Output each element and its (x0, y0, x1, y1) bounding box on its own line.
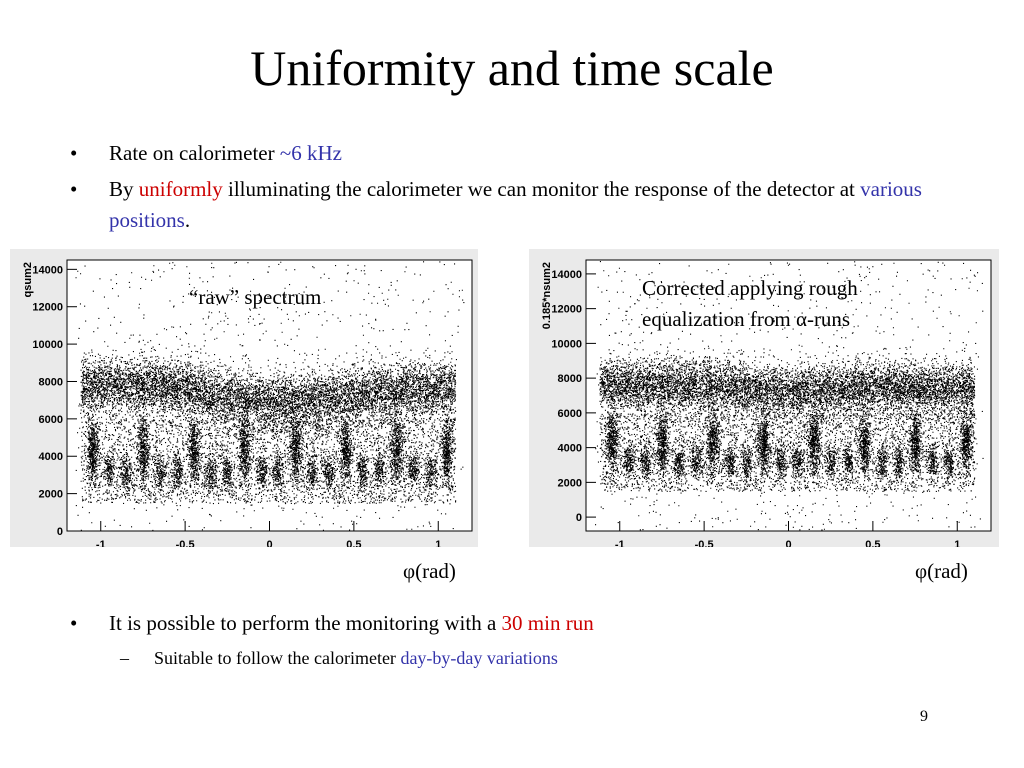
slide-title: Uniformity and time scale (250, 40, 774, 96)
y-tick-label: 12000 (551, 304, 582, 316)
slide-number: 9 (920, 708, 928, 725)
corrected-label-line1: Corrected applying rough (642, 276, 858, 300)
x-tick-label: 1 (954, 539, 960, 547)
scatter-path (75, 261, 465, 531)
x-tick-label: 0 (266, 539, 272, 547)
bullet-dot: • (70, 141, 78, 165)
x-tick-label: -0.5 (176, 539, 195, 547)
y-tick-label: 0 (57, 526, 63, 538)
y-tick-label: 14000 (32, 264, 63, 276)
bullet-text: Rate on calorimeter ~6 kHz (109, 141, 342, 165)
bullet-monitoring: • It is possible to perform the monitori… (70, 608, 970, 639)
x-tick-label: 0.5 (346, 539, 361, 547)
x-tick-label: 0.5 (865, 539, 880, 547)
y-tick-label: 4000 (558, 443, 582, 455)
x-tick-label: 0 (785, 539, 791, 547)
corrected-spectrum-plot: 0 2000 4000 6000 8000 10000 12000 14000 -1 -0.5 0 0… (529, 249, 999, 547)
sub-bullet-text: Suitable to follow the calorimeter day-b… (154, 648, 558, 668)
raw-spectrum-plot: 0 2000 4000 6000 8000 10000 12000 14000 -1 -0.5 0 0… (10, 249, 478, 547)
scatter-points (75, 261, 465, 531)
y-tick-label: 2000 (558, 477, 582, 489)
sub-bullet-day-by-day: – Suitable to follow the calorimeter day… (70, 645, 970, 671)
x-tick-label: 1 (435, 539, 441, 547)
x-tick-label: -0.5 (695, 539, 714, 547)
bottom-bullet-list: • It is possible to perform the monitori… (70, 608, 970, 671)
top-bullet-list: • Rate on calorimeter ~6 kHz • By unifor… (70, 138, 950, 241)
raw-spectrum-canvas: 0 2000 4000 6000 8000 10000 12000 14000 -1 -0.5 0 0… (22, 259, 473, 547)
bullet-uniformity: • By uniformly illuminating the calorime… (70, 174, 950, 236)
left-xaxis-label: φ(rad) (403, 559, 456, 583)
y-tick-label: 4000 (39, 451, 63, 463)
bullet-dot: • (70, 177, 78, 201)
corrected-spectrum-canvas: 0 2000 4000 6000 8000 10000 12000 14000 -1 -0.5 0 0… (541, 259, 992, 547)
y-tick-label: 10000 (32, 339, 63, 351)
y-tick-label: 2000 (39, 489, 63, 501)
right-xaxis-label: φ(rad) (915, 559, 968, 583)
x-tick-label: -1 (96, 539, 106, 547)
raw-spectrum-label: “raw” spectrum (189, 285, 322, 309)
y-tick-label: 6000 (39, 414, 63, 426)
y-tick-label: 0 (576, 512, 582, 524)
scatter-points (595, 261, 984, 531)
sub-bullet-dash: – (120, 648, 129, 668)
left-ylabel: qsum2 (22, 262, 34, 297)
bullet-rate: • Rate on calorimeter ~6 kHz (70, 138, 950, 169)
right-ylabel: 0.185*nsum2 (541, 262, 553, 329)
corrected-spectrum-label: Corrected applying rough equalization fr… (642, 273, 858, 335)
y-tick-label: 6000 (558, 408, 582, 420)
bullet-text: By uniformly illuminating the calorimete… (109, 177, 922, 232)
y-tick-label: 14000 (551, 269, 582, 281)
y-tick-label: 12000 (32, 302, 63, 314)
bullet-text: It is possible to perform the monitoring… (109, 611, 594, 635)
y-tick-label: 8000 (39, 376, 63, 388)
bullet-dot: • (70, 611, 78, 635)
y-tick-label: 8000 (558, 373, 582, 385)
scatter-path (595, 261, 984, 531)
corrected-label-line2: equalization from α-runs (642, 307, 851, 331)
y-tick-label: 10000 (551, 338, 582, 350)
x-tick-label: -1 (615, 539, 625, 547)
